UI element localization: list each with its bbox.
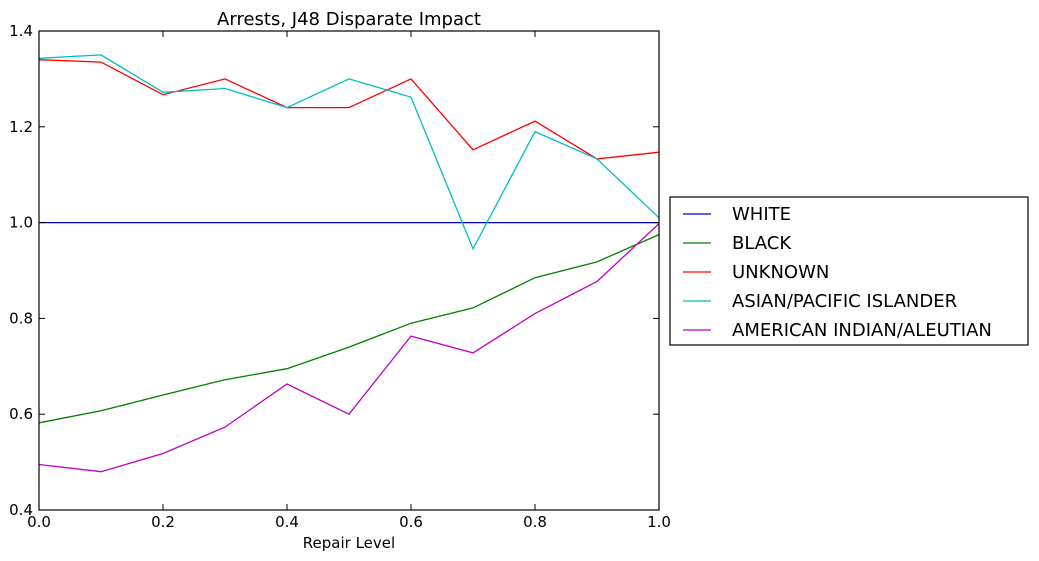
y-tick-label: 1.4: [9, 22, 33, 40]
x-tick-label: 1.0: [647, 513, 671, 531]
y-tick-label: 0.6: [9, 405, 33, 423]
legend-label-1: BLACK: [732, 233, 792, 254]
y-tick-label: 1.0: [9, 214, 33, 232]
x-tick-label: 0.6: [399, 513, 423, 531]
legend: WHITE BLACK UNKNOWN ASIAN/PACIFIC ISLANDER A…: [669, 196, 1029, 346]
y-tick-label: 0.4: [9, 501, 33, 519]
x-tick-label: 0.8: [523, 513, 547, 531]
series-line-2: [38, 59, 660, 160]
plot-frame: [38, 30, 660, 511]
series-line-1: [38, 234, 660, 424]
y-tick-label: 1.2: [9, 118, 33, 136]
x-axis-label: Repair Level: [303, 534, 395, 552]
y-tick-label: 0.8: [9, 309, 33, 327]
legend-label-3: ASIAN/PACIFIC ISLANDER: [732, 291, 957, 312]
series-layer: [38, 54, 660, 473]
legend-label-0: WHITE: [732, 204, 791, 225]
legend-label-2: UNKNOWN: [732, 262, 829, 283]
legend-label-4: AMERICAN INDIAN/ALEUTIAN: [732, 320, 992, 341]
ticks-layer: 0.0 0.2 0.4 0.6 0.8 1.0 0.4 0.6 0.8 1.0 1.2 1.4: [9, 22, 671, 531]
x-tick-label: 0.0: [27, 513, 51, 531]
legend-frame: [669, 196, 1029, 346]
series-line-4: [38, 223, 660, 473]
x-tick-label: 0.2: [151, 513, 175, 531]
chart-title: Arrests, J48 Disparate Impact: [217, 9, 481, 30]
series-line-3: [38, 54, 660, 251]
x-tick-label: 0.4: [275, 513, 299, 531]
